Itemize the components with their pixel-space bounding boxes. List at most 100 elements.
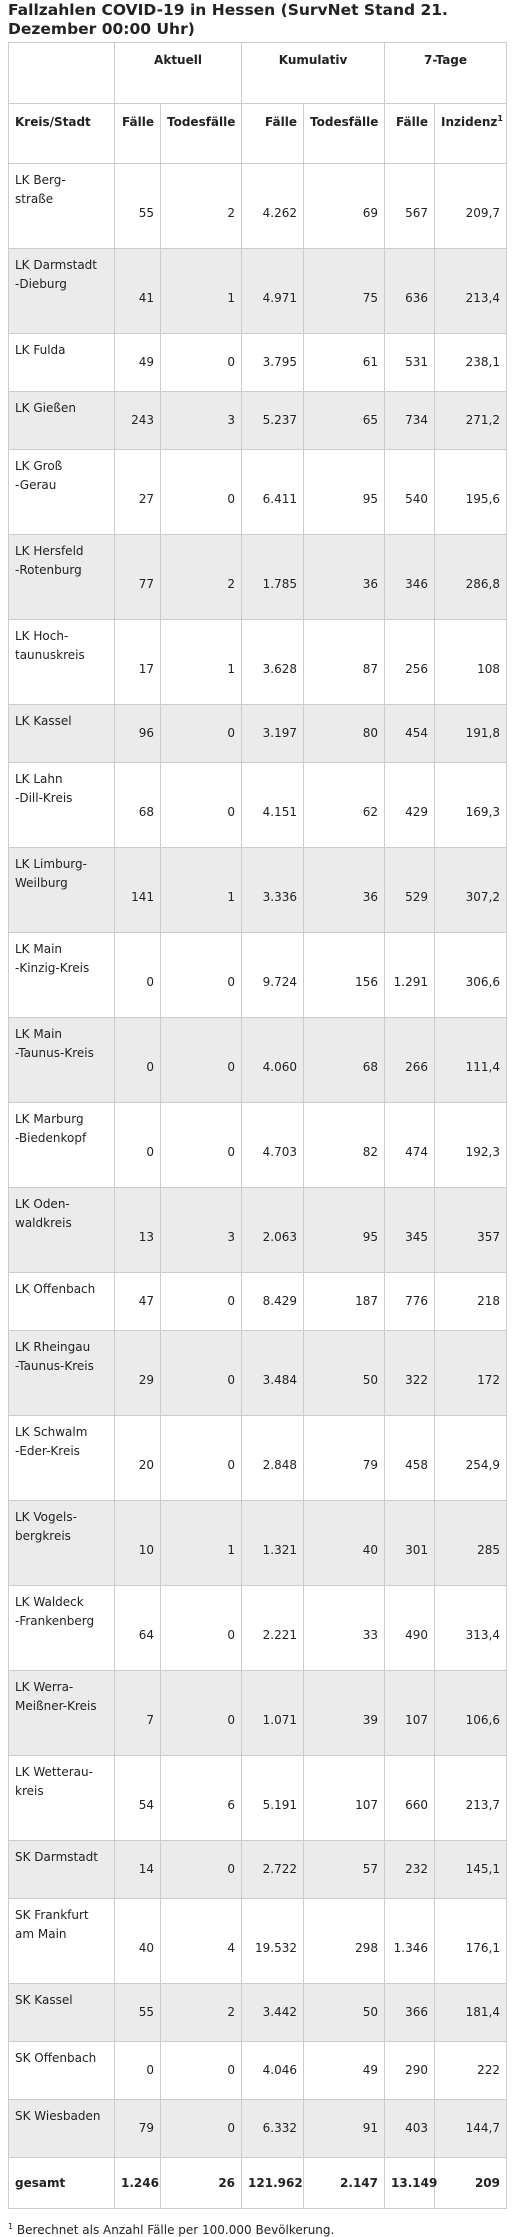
table-row: LK Rheingau -Taunus-Kreis 29 0 3.484 50 322 172 bbox=[8, 1330, 508, 1416]
kumulativ-faelle-cell: 6.332 bbox=[241, 2099, 305, 2158]
aktuell-faelle-cell: 49 bbox=[114, 333, 161, 392]
aktuell-faelle-cell: 141 bbox=[114, 847, 161, 933]
aktuell-faelle-cell: 96 bbox=[114, 704, 161, 763]
aktuell-todesfaelle-cell: 0 bbox=[159, 1585, 243, 1671]
aktuell-todesfaelle-cell: 1 bbox=[159, 847, 243, 933]
kreis-name-line: LK Offenbach bbox=[15, 1282, 96, 1296]
kreis-name-line: LK Waldeck bbox=[15, 1595, 84, 1609]
7-tage-faelle-cell: 107 bbox=[384, 1670, 436, 1756]
kreis-name-line: LK Rheingau bbox=[15, 1340, 91, 1354]
table-row: LK Wetterau-kreis 54 6 5.191 107 660 213,7 bbox=[8, 1755, 508, 1841]
table-row: LK Gießen 243 3 5.237 65 734 271,2 bbox=[8, 391, 508, 450]
kreis-cell: LK Vogels-bergkreis bbox=[8, 1500, 115, 1586]
7-tage-faelle-cell: 256 bbox=[384, 619, 436, 705]
kreis-cell: SK Offenbach bbox=[8, 2041, 115, 2100]
kumulativ-faelle-cell: 8.429 bbox=[241, 1272, 305, 1331]
table-row: LK Werra- Meißner-Kreis 7 0 1.071 39 107 106,6 bbox=[8, 1670, 508, 1756]
footnote: 1 Berechnet als Anzahl Fälle per 100.000… bbox=[8, 2223, 506, 2237]
footnote-marker: 1 bbox=[497, 114, 503, 123]
7-tage-faelle-cell: 322 bbox=[384, 1330, 436, 1416]
7-tage-faelle-cell: 1.291 bbox=[384, 932, 436, 1018]
kumulativ-faelle-cell: 2.063 bbox=[241, 1187, 305, 1273]
aktuell-faelle-cell: 47 bbox=[114, 1272, 161, 1331]
7-tage-faelle-cell: 490 bbox=[384, 1585, 436, 1671]
aktuell-todesfaelle-cell: 0 bbox=[159, 1670, 243, 1756]
table-row: LK Vogels-bergkreis 10 1 1.321 40 301 285 bbox=[8, 1500, 508, 1586]
aktuell-faelle-cell: 55 bbox=[114, 1983, 161, 2042]
kumulativ-faelle-cell: 4.046 bbox=[241, 2041, 305, 2100]
7-tage-faelle-cell: 429 bbox=[384, 762, 436, 848]
inzidenz-cell: 169,3 bbox=[434, 762, 508, 848]
kumulativ-todesfaelle-cell: 57 bbox=[303, 1840, 386, 1899]
inzidenz-cell: 271,2 bbox=[434, 391, 508, 450]
table-row: LK Groß -Gerau 27 0 6.411 95 540 195,6 bbox=[8, 449, 508, 535]
inzidenz-cell: 111,4 bbox=[434, 1017, 508, 1103]
kumulativ-faelle-cell: 1.071 bbox=[241, 1670, 305, 1756]
kreis-cell: LK Offenbach bbox=[8, 1272, 115, 1331]
kreis-name-line: SK Frankfurt bbox=[15, 1908, 89, 1922]
aktuell-todesfaelle-cell: 0 bbox=[159, 1840, 243, 1899]
total-aktuell-todesfaelle-cell: 26 bbox=[159, 2157, 243, 2209]
table-row: LK Offenbach 47 0 8.429 187 776 218 bbox=[8, 1272, 508, 1331]
kreis-name-line: -Biedenkopf bbox=[15, 1131, 87, 1145]
kreis-cell: LK Waldeck -Frankenberg bbox=[8, 1585, 115, 1671]
kumulativ-faelle-cell: 4.060 bbox=[241, 1017, 305, 1103]
kreis-name-line: LK Limburg- bbox=[15, 857, 87, 871]
kreis-name-line: LK Vogels- bbox=[15, 1510, 77, 1524]
kreis-cell: LK Hoch-taunuskreis bbox=[8, 619, 115, 705]
table-row: LK Main -Taunus-Kreis 0 0 4.060 68 266 111,4 bbox=[8, 1017, 508, 1103]
kreis-name-line: LK Berg- bbox=[15, 173, 66, 187]
kumulativ-todesfaelle-cell: 95 bbox=[303, 449, 386, 535]
kumulativ-todesfaelle-cell: 36 bbox=[303, 847, 386, 933]
7-tage-faelle-cell: 567 bbox=[384, 163, 436, 249]
kreis-cell: LK Hersfeld -Rotenburg bbox=[8, 534, 115, 620]
kreis-cell: LK Schwalm -Eder-Kreis bbox=[8, 1415, 115, 1501]
column-header-7-tage-faelle: Fälle bbox=[384, 103, 436, 164]
table-row: LK Darmstadt -Dieburg 41 1 4.971 75 636 213,4 bbox=[8, 248, 508, 334]
7-tage-faelle-cell: 529 bbox=[384, 847, 436, 933]
kumulativ-todesfaelle-cell: 33 bbox=[303, 1585, 386, 1671]
aktuell-todesfaelle-cell: 0 bbox=[159, 449, 243, 535]
aktuell-todesfaelle-cell: 1 bbox=[159, 619, 243, 705]
kumulativ-faelle-cell: 3.197 bbox=[241, 704, 305, 763]
column-header-aktuell-faelle: Fälle bbox=[114, 103, 161, 164]
kreis-cell: LK Marburg -Biedenkopf bbox=[8, 1102, 115, 1188]
inzidenz-cell: 238,1 bbox=[434, 333, 508, 392]
table-row: LK Kassel 96 0 3.197 80 454 191,8 bbox=[8, 704, 508, 763]
aktuell-faelle-cell: 54 bbox=[114, 1755, 161, 1841]
kumulativ-todesfaelle-cell: 82 bbox=[303, 1102, 386, 1188]
inzidenz-cell: 108 bbox=[434, 619, 508, 705]
inzidenz-cell: 192,3 bbox=[434, 1102, 508, 1188]
kumulativ-todesfaelle-cell: 68 bbox=[303, 1017, 386, 1103]
kreis-cell: LK Oden-waldkreis bbox=[8, 1187, 115, 1273]
kumulativ-todesfaelle-cell: 298 bbox=[303, 1898, 386, 1984]
empty-header-cell bbox=[8, 42, 115, 104]
inzidenz-cell: 144,7 bbox=[434, 2099, 508, 2158]
inzidenz-cell: 181,4 bbox=[434, 1983, 508, 2042]
inzidenz-cell: 306,6 bbox=[434, 932, 508, 1018]
kumulativ-todesfaelle-cell: 79 bbox=[303, 1415, 386, 1501]
aktuell-todesfaelle-cell: 4 bbox=[159, 1898, 243, 1984]
aktuell-todesfaelle-cell: 0 bbox=[159, 2099, 243, 2158]
kumulativ-todesfaelle-cell: 156 bbox=[303, 932, 386, 1018]
kumulativ-todesfaelle-cell: 39 bbox=[303, 1670, 386, 1756]
kreis-name-line: LK Main bbox=[15, 1027, 63, 1041]
aktuell-todesfaelle-cell: 3 bbox=[159, 391, 243, 450]
table-row: SK Frankfurt am Main 40 4 19.532 298 1.346 176,… bbox=[8, 1898, 508, 1984]
kumulativ-todesfaelle-cell: 187 bbox=[303, 1272, 386, 1331]
kumulativ-todesfaelle-cell: 50 bbox=[303, 1983, 386, 2042]
total-label: gesamt bbox=[8, 2157, 115, 2209]
table-row: SK Wiesbaden 79 0 6.332 91 403 144,7 bbox=[8, 2099, 508, 2158]
table-row: SK Offenbach 0 0 4.046 49 290 222 bbox=[8, 2041, 508, 2100]
inzidenz-cell: 195,6 bbox=[434, 449, 508, 535]
kreis-name-line: LK Gießen bbox=[15, 401, 76, 415]
aktuell-todesfaelle-cell: 0 bbox=[159, 1415, 243, 1501]
table-row: LK Marburg -Biedenkopf 0 0 4.703 82 474 192,3 bbox=[8, 1102, 508, 1188]
aktuell-faelle-cell: 10 bbox=[114, 1500, 161, 1586]
total-kumulativ-faelle-cell: 121.962 bbox=[241, 2157, 305, 2209]
7-tage-faelle-cell: 232 bbox=[384, 1840, 436, 1899]
aktuell-faelle-cell: 0 bbox=[114, 932, 161, 1018]
kreis-name-line: LK Fulda bbox=[15, 343, 66, 357]
inzidenz-cell: 213,7 bbox=[434, 1755, 508, 1841]
inzidenz-cell: 172 bbox=[434, 1330, 508, 1416]
